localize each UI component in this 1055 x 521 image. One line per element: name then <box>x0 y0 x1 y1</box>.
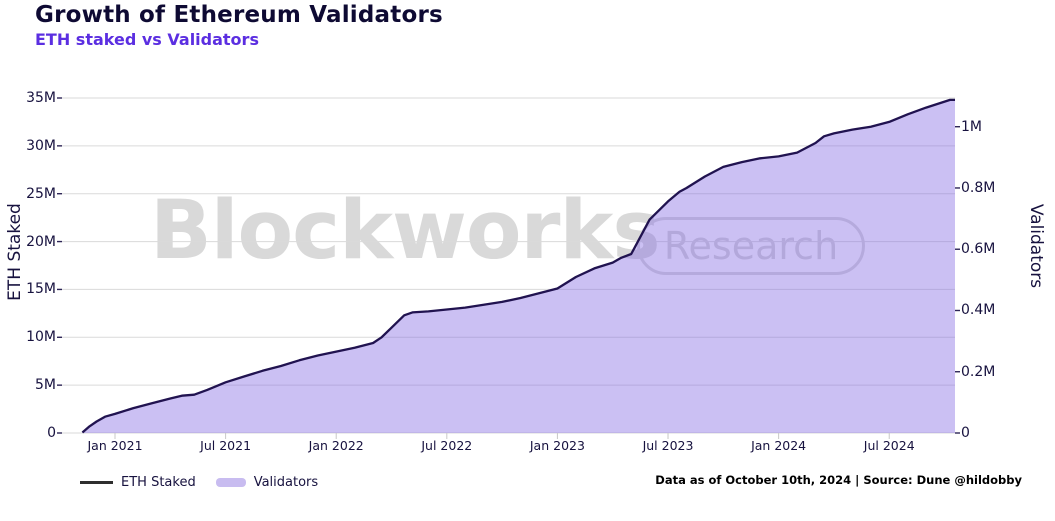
research-watermark-badge: Research <box>637 217 865 275</box>
x-axis-tick-label: Jan 2022 <box>308 438 364 453</box>
y-axis-title-left: ETH Staked <box>5 203 25 301</box>
y-axis-tick-label-right: 0.8M <box>961 179 996 196</box>
y-axis-tick-label-left: 0 <box>47 425 56 441</box>
x-axis-tick-label: Jan 2021 <box>87 438 143 453</box>
eth-staked-line[interactable] <box>81 98 955 434</box>
y-axis-tick-label-right: 0.4M <box>961 302 996 319</box>
x-axis-tick-label: Jul 2022 <box>421 438 473 453</box>
chart-subtitle: ETH staked vs Validators <box>35 30 259 49</box>
legend-label-eth-staked[interactable]: ETH Staked <box>121 475 196 490</box>
y-axis-tick-label-right: 1M <box>961 118 982 135</box>
y-axis-tick-label-left: 20M <box>26 233 56 250</box>
x-axis-tick-label: Jul 2021 <box>200 438 252 453</box>
y-axis-tick-label-left: 10M <box>26 329 56 346</box>
y-axis-tick-label-right: 0.6M <box>961 241 996 258</box>
y-axis-tick-label-left: 25M <box>26 185 56 202</box>
x-axis-tick-label: Jul 2024 <box>863 438 915 453</box>
x-axis-tick-label: Jan 2023 <box>529 438 585 453</box>
blockworks-watermark: Blockworks <box>150 184 661 278</box>
legend-label-validators[interactable]: Validators <box>253 475 319 490</box>
y-axis-tick-label-left: 30M <box>26 137 56 154</box>
y-axis-tick-label-left: 5M <box>35 377 56 394</box>
research-watermark-label: Research <box>664 224 838 268</box>
y-axis-tick-label-left: 15M <box>26 281 56 298</box>
x-axis-tick-label: Jul 2023 <box>642 438 694 453</box>
y-axis-tick-label-right: 0.2M <box>961 363 996 380</box>
y-axis-tick-label-left: 35M <box>26 90 56 106</box>
eth-staked-line-swatch[interactable] <box>80 481 113 484</box>
page-title: Growth of Ethereum Validators <box>35 2 443 28</box>
legend: ETH Staked Validators <box>80 475 318 490</box>
x-axis-tick-label: Jan 2024 <box>751 438 807 453</box>
validators-area-swatch[interactable] <box>215 478 246 487</box>
y-axis-tick-label-right: 0 <box>961 425 970 441</box>
source-note: Data as of October 10th, 2024 | Source: … <box>655 473 1022 487</box>
validators-area[interactable] <box>82 99 955 434</box>
y-axis-title-right: Validators <box>1026 203 1046 289</box>
